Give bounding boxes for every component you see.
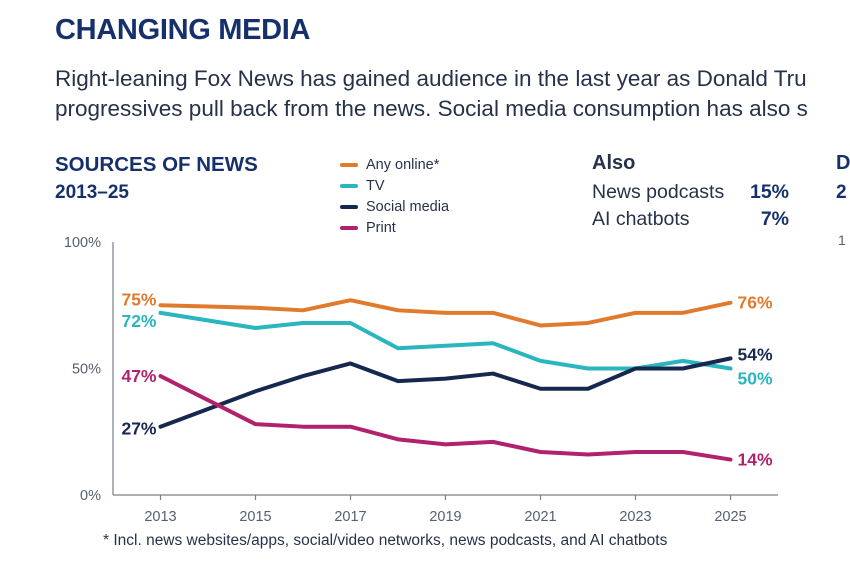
legend-swatch-print <box>340 225 358 230</box>
also-item-news-podcasts: News podcasts 15% <box>592 179 789 206</box>
clipped-panel-axis: 1 <box>838 232 846 248</box>
legend-label-tv: TV <box>366 177 385 194</box>
legend-label-print: Print <box>366 219 396 236</box>
also-heading: Also <box>592 152 636 174</box>
end-label-social: 54% <box>738 344 773 364</box>
legend-label-social-media: Social media <box>366 198 450 215</box>
x-tick-label: 2015 <box>239 509 271 525</box>
x-tick-label: 2023 <box>619 509 651 525</box>
chart-title: SOURCES OF NEWS <box>55 153 258 176</box>
end-label-any-online: 76% <box>738 293 773 313</box>
subtitle-line-1: Right-leaning Fox News has gained audien… <box>55 66 807 91</box>
footnote: * Incl. news websites/apps, social/video… <box>103 532 668 549</box>
also-item-value: 15% <box>749 181 789 203</box>
x-tick-label: 2017 <box>334 509 366 525</box>
also-item-value: 7% <box>760 208 789 230</box>
subtitle: Right-leaning Fox News has gained audien… <box>55 64 850 124</box>
y-tick-label: 50% <box>72 362 101 378</box>
legend-item-tv: TV <box>340 175 449 196</box>
x-tick-label: 2021 <box>524 509 556 525</box>
legend-swatch-social-media <box>340 204 358 209</box>
also-item-label: News podcasts <box>592 181 725 203</box>
chart-legend: Any online* TV Social media Print <box>340 154 449 238</box>
start-label-any-online: 75% <box>121 289 156 309</box>
end-label-print: 14% <box>738 450 773 470</box>
subtitle-line-2: progressives pull back from the news. So… <box>55 96 808 121</box>
x-tick-label: 2019 <box>429 509 461 525</box>
y-tick-label: 100% <box>64 235 101 251</box>
start-label-tv: 72% <box>121 311 156 331</box>
series-line-tv <box>158 310 733 371</box>
start-label-social: 27% <box>121 419 156 439</box>
legend-item-print: Print <box>340 217 449 238</box>
also-item-ai-chatbots: AI chatbots 7% <box>592 206 789 233</box>
series-line-any-online <box>158 298 733 328</box>
x-tick-label: 2013 <box>144 509 176 525</box>
legend-swatch-tv <box>340 183 358 188</box>
start-label-print: 47% <box>121 366 156 386</box>
page-title: CHANGING MEDIA <box>55 14 311 46</box>
y-tick-label: 0% <box>80 488 101 504</box>
legend-item-any-online: Any online* <box>340 154 449 175</box>
clipped-panel-heading: D <box>836 152 850 174</box>
legend-item-social-media: Social media <box>340 196 449 217</box>
also-item-label: AI chatbots <box>592 208 690 230</box>
clipped-panel-range: 2 <box>836 182 847 203</box>
series-line-social <box>158 356 733 429</box>
legend-swatch-any-online <box>340 162 358 167</box>
series-line-print <box>158 374 733 462</box>
chart-date-range: 2013–25 <box>55 182 129 203</box>
x-tick-label: 2025 <box>714 509 746 525</box>
legend-label-any-online: Any online* <box>366 156 440 173</box>
also-panel: Also News podcasts 15% AI chatbots 7% <box>592 152 789 233</box>
end-label-tv: 50% <box>738 369 773 389</box>
